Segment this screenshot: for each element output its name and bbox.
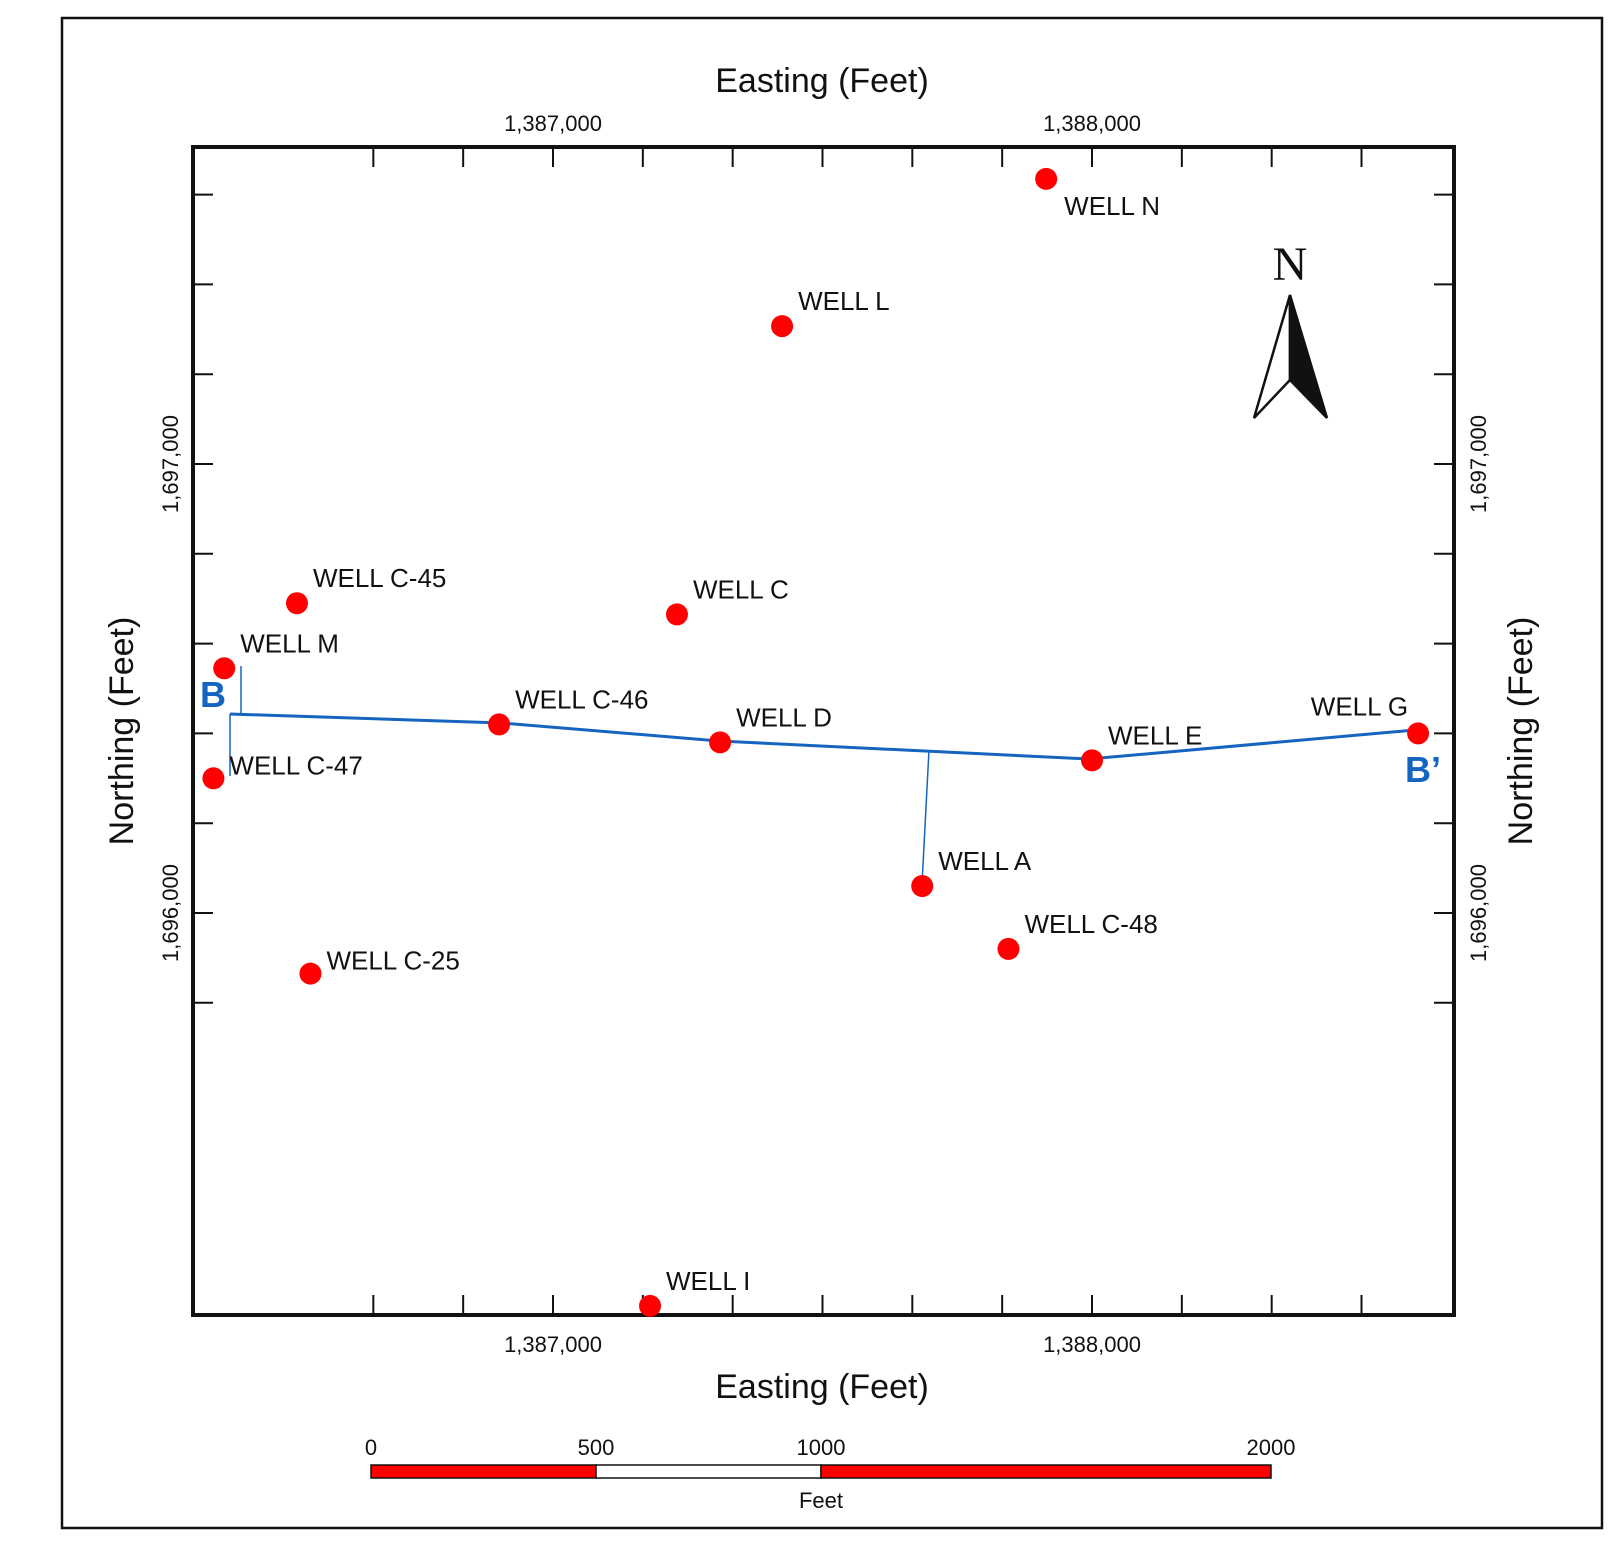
x-tick-label-bottom-1387000: 1,387,000 (504, 1332, 602, 1357)
well-label: WELL C-45 (313, 563, 446, 593)
y-axis-title-right: Northing (Feet) (1502, 617, 1540, 846)
well-marker (488, 713, 511, 736)
x-tick-label-top-1388000: 1,388,000 (1043, 111, 1141, 136)
axis-tick-marks (193, 147, 1454, 1315)
y-tick-label-right-1696000: 1,696,000 (1466, 864, 1491, 962)
north-arrow-icon (1252, 294, 1292, 419)
well-label: WELL I (666, 1266, 750, 1296)
page-border (60, 16, 1604, 1530)
north-arrow-dark-half (1288, 294, 1329, 419)
well-label: WELL C (693, 574, 789, 604)
north-label: N (1273, 238, 1308, 291)
well-label: WELL G (1311, 691, 1408, 721)
y-axis-title-left: Northing (Feet) (103, 617, 141, 846)
well-marker (771, 315, 794, 338)
x-tick-label-bottom-1388000: 1,388,000 (1043, 1332, 1141, 1357)
x-tick-label-top-1387000: 1,387,000 (504, 111, 602, 136)
x-axis-title-top: Easting (Feet) (715, 62, 929, 100)
well-label: WELL D (736, 702, 832, 732)
y-tick-label-left-1697000: 1,697,000 (158, 415, 183, 513)
well-marker (285, 592, 308, 615)
x-axis-title-bottom: Easting (Feet) (715, 1368, 929, 1406)
well-marker (911, 875, 934, 898)
well-label: WELL C-48 (1024, 909, 1157, 939)
scale-tick-label: 2000 (1247, 1435, 1296, 1460)
well-label: WELL L (798, 286, 890, 316)
well-label: WELL A (938, 846, 1032, 876)
well-marker (709, 731, 732, 754)
well-marker (202, 767, 225, 790)
scale-unit-label: Feet (799, 1488, 843, 1513)
scale-segment-500-1000 (595, 1464, 822, 1479)
scale-bar: 0 500 1000 2000 Feet (365, 1435, 1296, 1513)
well-label: WELL E (1108, 720, 1202, 750)
well-marker (1081, 749, 1103, 772)
well-label: WELL C-47 (229, 750, 362, 780)
y-tick-label-left-1696000: 1,696,000 (158, 864, 183, 962)
y-tick-label-right-1697000: 1,697,000 (1466, 415, 1491, 513)
well-marker (1035, 167, 1058, 190)
well-label: WELL C-46 (515, 684, 648, 714)
well-marker (299, 962, 322, 985)
north-arrow: N (1252, 238, 1329, 419)
well-label: WELL N (1064, 191, 1160, 221)
tie-line-well-a (921, 749, 930, 885)
well-marker (1407, 722, 1430, 745)
scale-tick-label: 1000 (797, 1435, 846, 1460)
section-end-label: B’ (1405, 749, 1441, 790)
scale-tick-label: 500 (578, 1435, 615, 1460)
well-marker (213, 657, 236, 680)
well-label: WELL M (240, 628, 339, 658)
scale-tick-label: 0 (365, 1435, 377, 1460)
cross-section-b: B B’ (200, 666, 1441, 885)
wells-layer: WELL N WELL L WELL C-45 WELL C WELL M WELL C-… (202, 167, 1430, 1317)
scale-segment-1000-2000 (820, 1464, 1272, 1479)
well-marker (665, 603, 688, 626)
well-marker (639, 1294, 662, 1317)
scale-segment-0-500 (370, 1464, 597, 1479)
section-start-label: B (200, 674, 226, 715)
well-marker (997, 937, 1020, 960)
well-label: WELL C-25 (326, 946, 459, 976)
